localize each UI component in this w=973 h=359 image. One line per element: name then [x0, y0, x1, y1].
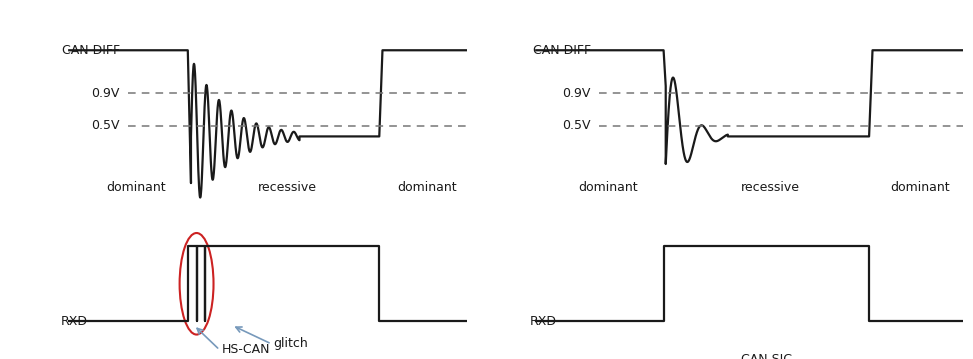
Text: CAN SIC: CAN SIC [740, 353, 792, 359]
Text: 0.9V: 0.9V [562, 87, 591, 100]
Text: recessive: recessive [741, 181, 800, 194]
Text: dominant: dominant [106, 181, 165, 194]
Text: CAN DIFF: CAN DIFF [62, 44, 120, 57]
Text: RXD: RXD [529, 315, 557, 328]
Text: glitch: glitch [273, 337, 308, 350]
Text: RXD: RXD [61, 315, 88, 328]
Text: HS-CAN: HS-CAN [222, 344, 270, 356]
Text: dominant: dominant [397, 181, 457, 194]
Text: CAN DIFF: CAN DIFF [532, 44, 591, 57]
Text: 0.9V: 0.9V [91, 87, 120, 100]
Text: 0.5V: 0.5V [562, 119, 591, 132]
Text: recessive: recessive [258, 181, 317, 194]
Text: dominant: dominant [890, 181, 951, 194]
Text: dominant: dominant [578, 181, 637, 194]
Text: 0.5V: 0.5V [91, 119, 120, 132]
